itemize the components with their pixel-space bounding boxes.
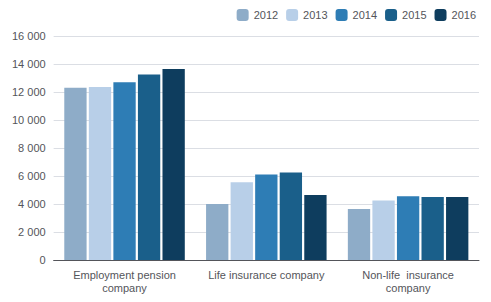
svg-text:6 000: 6 000: [18, 170, 46, 182]
svg-text:2 000: 2 000: [18, 226, 46, 238]
svg-text:2014: 2014: [353, 9, 377, 21]
svg-text:14 000: 14 000: [12, 58, 46, 70]
svg-text:2016: 2016: [452, 9, 476, 21]
svg-text:Employment pension: Employment pension: [73, 269, 176, 281]
svg-text:4 000: 4 000: [18, 198, 46, 210]
svg-text:2012: 2012: [254, 9, 278, 21]
svg-text:0: 0: [40, 254, 46, 266]
svg-text:Non-life insurance: Non-life insurance: [362, 269, 454, 281]
svg-text:10 000: 10 000: [12, 114, 46, 126]
svg-text:Life insurance company: Life insurance company: [208, 269, 325, 281]
svg-text:16 000: 16 000: [12, 30, 46, 42]
svg-text:8 000: 8 000: [18, 142, 46, 154]
svg-text:company: company: [386, 282, 431, 294]
svg-text:company: company: [102, 282, 147, 294]
svg-text:2015: 2015: [402, 9, 426, 21]
svg-text:12 000: 12 000: [12, 86, 46, 98]
svg-text:2013: 2013: [303, 9, 327, 21]
